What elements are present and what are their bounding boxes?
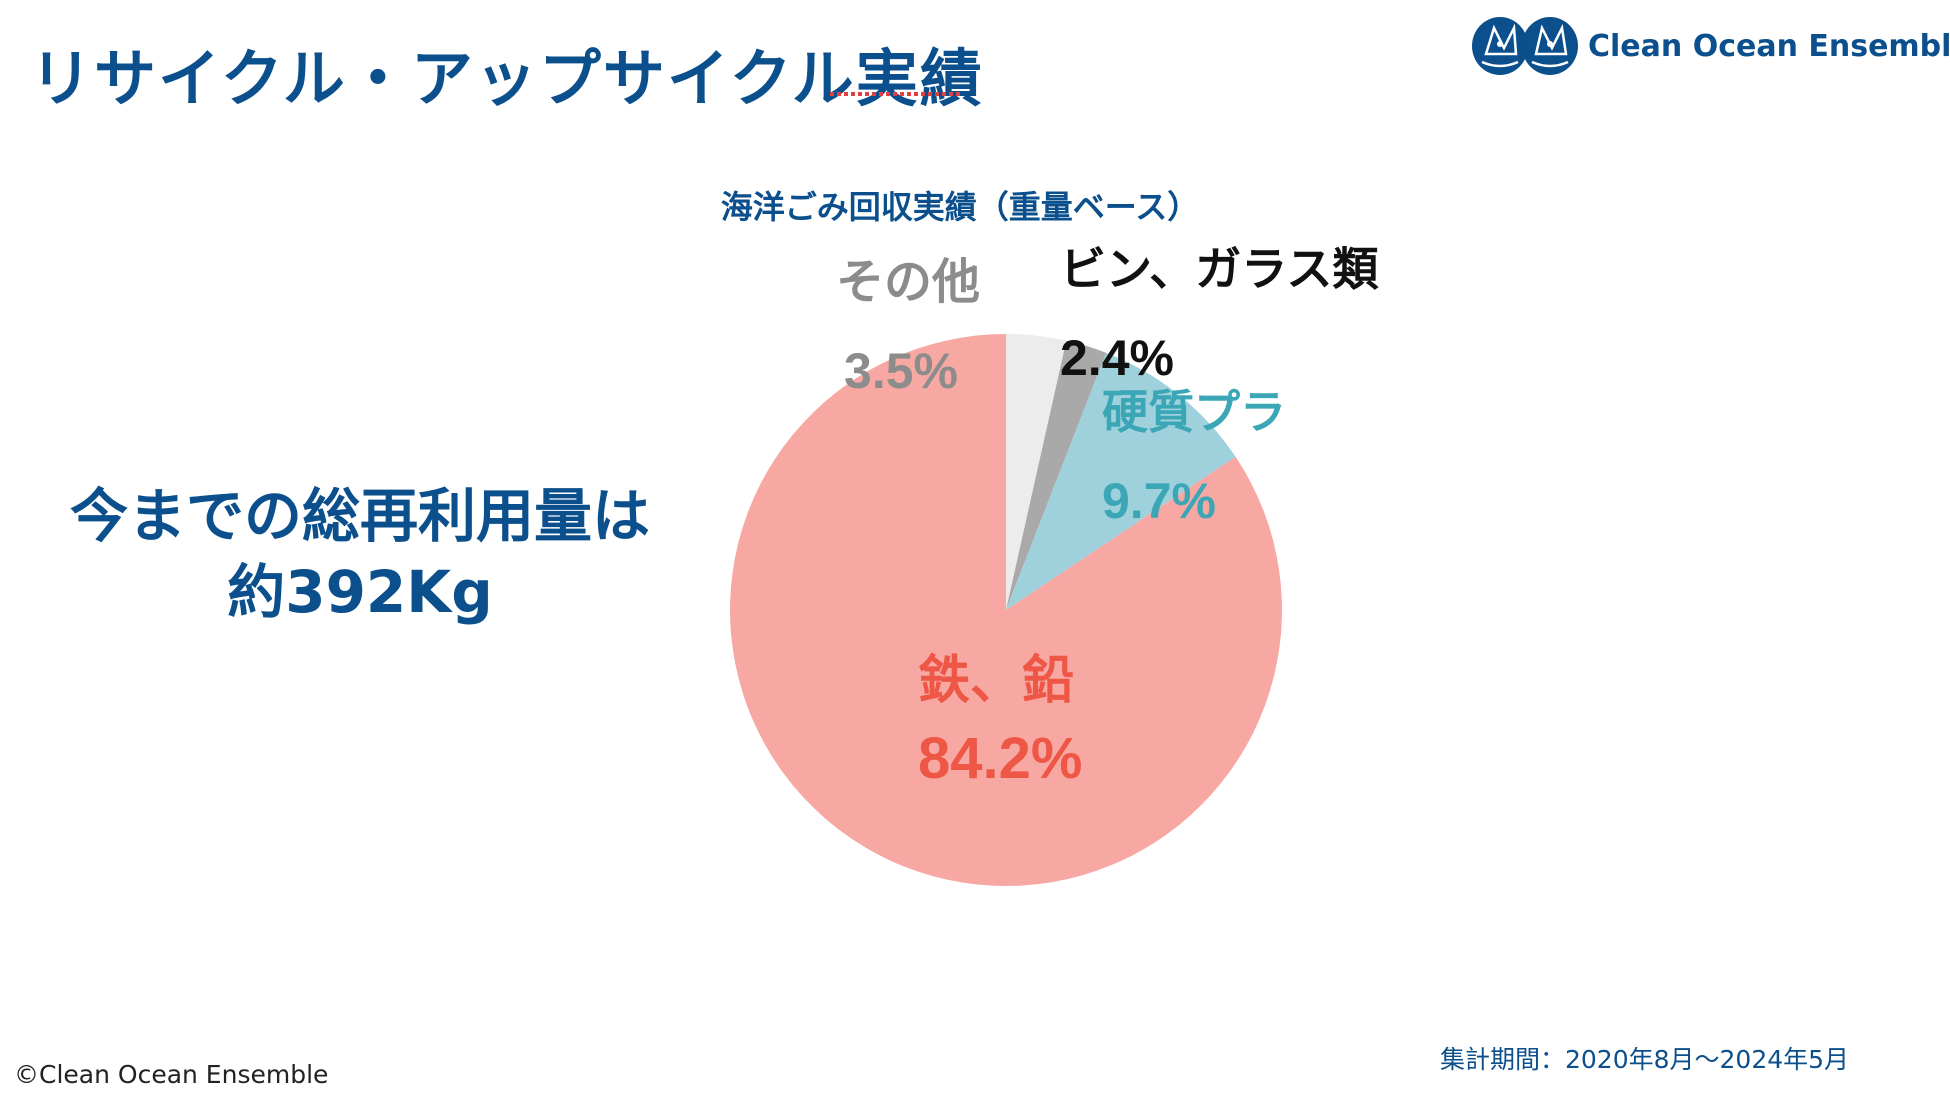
pie-slice-1	[1006, 340, 1107, 610]
pie-slice-label-3: 鉄、鉛	[918, 651, 1074, 711]
spellcheck-underline	[830, 92, 960, 96]
pie-slice-label-0: その他	[836, 254, 980, 310]
pie-slice-value-1: 2.4%	[1060, 330, 1174, 386]
pie-slice-3	[729, 334, 1282, 887]
pie-slice-2	[1006, 352, 1236, 610]
chart-title: 海洋ごみ回収実績（重量ベース）	[721, 188, 1199, 226]
total-reuse-line1: 今までの総再利用量は	[69, 482, 650, 550]
page-title: リサイクル・アップサイクル実績	[30, 42, 984, 115]
pie-slice-label-2: 硬質プラ	[1102, 385, 1286, 439]
logo-text: Clean Ocean Ensemble	[1588, 28, 1950, 64]
pie-slice-value-3: 84.2%	[918, 726, 1082, 791]
pie-slice-value-0: 3.5%	[844, 343, 958, 399]
copyright-text: ©Clean Ocean Ensemble	[14, 1060, 329, 1089]
logo-mark-icon	[1472, 17, 1578, 75]
brand-logo: Clean Ocean Ensemble	[1470, 14, 1950, 78]
pie-slice-label-1: ビン、ガラス類	[1060, 242, 1379, 296]
period-text: 集計期間：2020年8月〜2024年5月	[1440, 1045, 1850, 1074]
total-reuse-summary: 今までの総再利用量は 約392Kg	[30, 478, 690, 630]
pie-slice-0	[1006, 334, 1067, 610]
pie-slice-value-2: 9.7%	[1102, 473, 1216, 529]
total-reuse-line2: 約392Kg	[227, 558, 493, 626]
